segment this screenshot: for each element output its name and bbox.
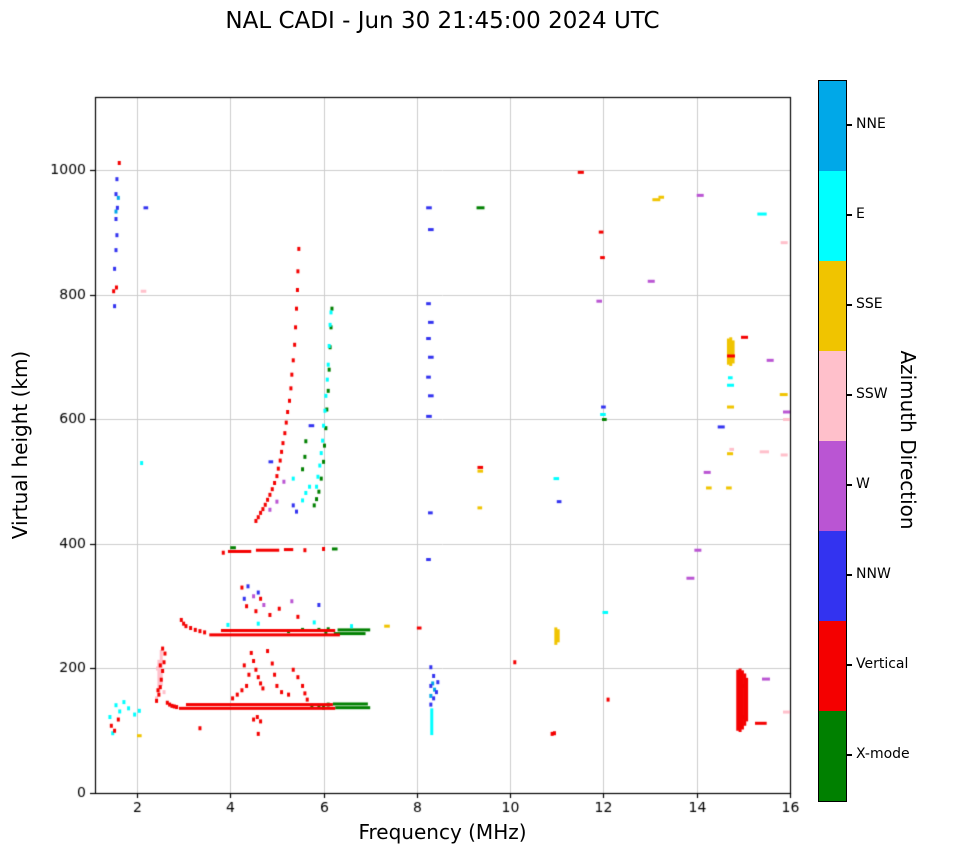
legend-label-w: W (856, 476, 870, 492)
legend-block-x-mode (819, 711, 846, 801)
x-axis-label: Frequency (MHz) (358, 820, 527, 844)
legend-label-vertical: Vertical (856, 656, 909, 672)
legend-tick-nnw (847, 574, 852, 576)
legend-tick-w (847, 484, 852, 486)
legend-tick-ssw (847, 394, 852, 396)
legend-block-e (819, 171, 846, 261)
legend-label-nnw: NNW (856, 566, 891, 582)
chart-title: NAL CADI - Jun 30 21:45:00 2024 UTC (225, 8, 660, 34)
legend-block-nne (819, 81, 846, 171)
legend-tick-vertical (847, 664, 852, 666)
legend-block-ssw (819, 351, 846, 441)
legend-tick-nne (847, 124, 852, 126)
colorbar-label: Azimuth Direction (896, 350, 920, 530)
legend-label-sse: SSE (856, 296, 883, 312)
azimuth-colorbar (818, 80, 847, 802)
legend-tick-sse (847, 304, 852, 306)
legend-label-e: E (856, 206, 865, 222)
legend-block-vertical (819, 621, 846, 711)
legend-label-x-mode: X-mode (856, 746, 910, 762)
y-axis-label: Virtual height (km) (8, 350, 32, 540)
legend-label-nne: NNE (856, 116, 886, 132)
legend-block-nnw (819, 531, 846, 621)
legend-tick-x-mode (847, 754, 852, 756)
legend-block-w (819, 441, 846, 531)
legend-block-sse (819, 261, 846, 351)
legend-tick-e (847, 214, 852, 216)
legend-label-ssw: SSW (856, 386, 888, 402)
